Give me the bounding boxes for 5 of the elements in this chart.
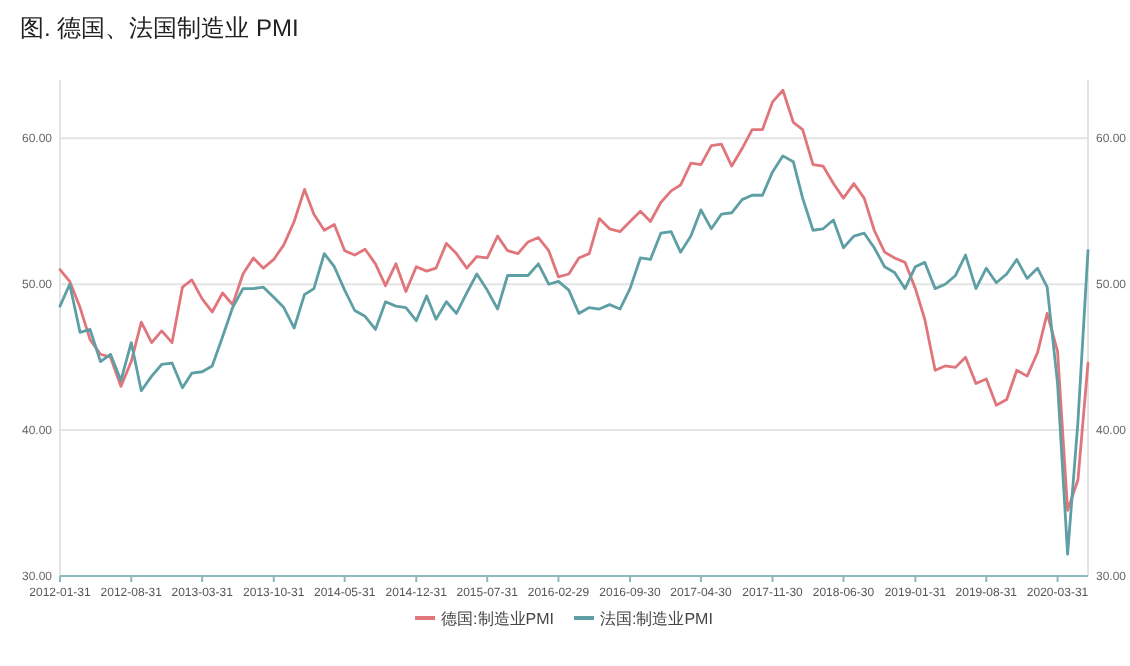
legend-label: 法国:制造业PMI <box>600 610 713 628</box>
line-series <box>58 88 1090 512</box>
chart-title: 图. 德国、法国制造业 PMI <box>20 14 299 42</box>
line-series <box>58 154 1090 556</box>
legend-label: 德国:制造业PMI <box>441 610 554 628</box>
